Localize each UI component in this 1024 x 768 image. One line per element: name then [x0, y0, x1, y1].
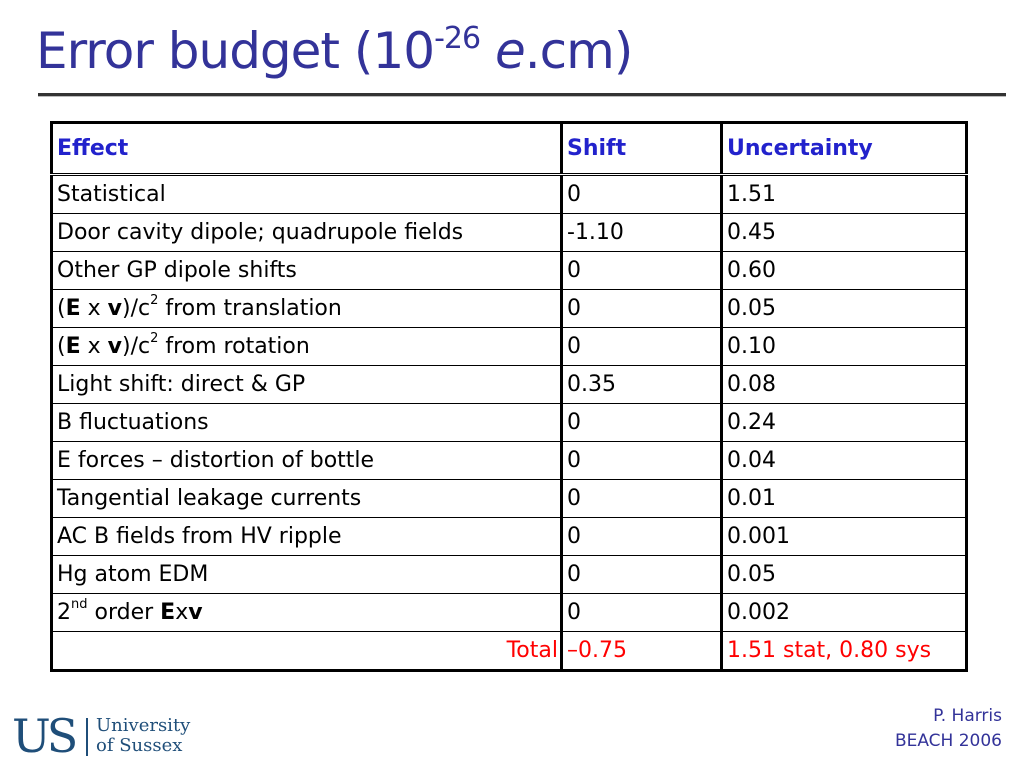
title-unit-italic: e: [494, 22, 526, 80]
uncertainty-cell: 0.04: [720, 441, 967, 480]
effect-cell: AC B fields from HV ripple: [51, 517, 562, 556]
shift-cell: -1.10: [560, 213, 722, 252]
effect-cell: 2nd order Exv: [51, 593, 562, 632]
effect-superscript: nd: [71, 596, 88, 612]
table-row: Hg atom EDM 0 0.05: [51, 555, 967, 594]
footer-credit: P. Harris BEACH 2006: [895, 704, 1002, 754]
footer-event: BEACH 2006: [894, 731, 1002, 751]
column-header-shift: Shift: [560, 122, 722, 176]
uncertainty-cell: 0.24: [720, 403, 967, 442]
total-shift: –0.75: [560, 631, 722, 671]
effect-text: from translation: [158, 296, 342, 321]
effect-text: (: [57, 334, 66, 359]
effect-cell: Door cavity dipole; quadrupole fields: [51, 213, 562, 252]
total-label: Total: [51, 631, 562, 671]
effect-symbol-e: E: [65, 334, 81, 359]
effect-cell: E forces – distortion of bottle: [51, 441, 562, 480]
effect-text: x: [175, 600, 189, 625]
shift-cell: 0: [560, 403, 722, 442]
uncertainty-cell: 0.10: [720, 327, 967, 366]
uncertainty-cell: 0.01: [720, 479, 967, 518]
title-unit-rest: .cm): [524, 22, 634, 80]
table-row: (E x v)/c2 from rotation 0 0.10: [51, 327, 967, 366]
uncertainty-cell: 0.001: [720, 517, 967, 556]
effect-text: order: [87, 600, 161, 625]
effect-cell: Tangential leakage currents: [51, 479, 562, 518]
shift-cell: 0: [560, 327, 722, 366]
table-row: AC B fields from HV ripple 0 0.001: [51, 517, 967, 556]
uncertainty-cell: 0.05: [720, 555, 967, 594]
table-row: 2nd order Exv 0 0.002: [51, 593, 967, 632]
effect-superscript: 2: [150, 292, 159, 308]
uncertainty-cell: 0.002: [720, 593, 967, 632]
total-uncertainty: 1.51 stat, 0.80 sys: [720, 631, 967, 671]
shift-cell: 0: [560, 555, 722, 594]
effect-cell: Hg atom EDM: [51, 555, 562, 594]
effect-symbol-v: v: [107, 334, 122, 359]
effect-text: )/c: [121, 296, 151, 321]
column-header-uncertainty: Uncertainty: [720, 122, 967, 176]
shift-cell: 0: [560, 479, 722, 518]
uncertainty-cell: 0.60: [720, 251, 967, 290]
shift-cell: 0: [560, 251, 722, 290]
shift-cell: 0: [560, 593, 722, 632]
total-row: Total –0.75 1.51 stat, 0.80 sys: [51, 631, 967, 671]
effect-text: )/c: [121, 334, 151, 359]
shift-cell: 0: [560, 174, 722, 214]
logo-divider: [86, 718, 88, 756]
logo-mark: US: [12, 709, 78, 763]
table-header-row: Effect Shift Uncertainty: [51, 122, 967, 176]
shift-cell: 0: [560, 289, 722, 328]
title-divider: [38, 93, 1006, 96]
effect-text: x: [80, 296, 108, 321]
column-header-effect: Effect: [51, 122, 562, 176]
effect-cell: Light shift: direct & GP: [51, 365, 562, 404]
shift-cell: 0.35: [560, 365, 722, 404]
logo-line-1: University: [96, 715, 191, 736]
effect-text: (: [57, 296, 66, 321]
effect-symbol-v: v: [107, 296, 122, 321]
error-budget-table: Effect Shift Uncertainty Statistical 0 1…: [50, 121, 968, 672]
effect-cell: (E x v)/c2 from translation: [51, 289, 562, 328]
effect-cell: (E x v)/c2 from rotation: [51, 327, 562, 366]
table-row: Statistical 0 1.51: [51, 174, 967, 214]
table-row: E forces – distortion of bottle 0 0.04: [51, 441, 967, 480]
effect-text: from rotation: [158, 334, 310, 359]
effect-symbol-v: v: [188, 600, 203, 625]
title-prefix: Error budget (10: [36, 22, 435, 80]
uncertainty-cell: 0.08: [720, 365, 967, 404]
uncertainty-cell: 0.05: [720, 289, 967, 328]
effect-text: x: [80, 334, 108, 359]
footer-author: P. Harris: [933, 706, 1002, 726]
logo-wordmark: University of Sussex: [96, 716, 190, 756]
shift-cell: 0: [560, 517, 722, 556]
effect-text: 2: [57, 600, 71, 625]
university-logo: US University of Sussex: [10, 710, 200, 762]
table-row: Door cavity dipole; quadrupole fields -1…: [51, 213, 967, 252]
table-row: (E x v)/c2 from translation 0 0.05: [51, 289, 967, 328]
table-row: Tangential leakage currents 0 0.01: [51, 479, 967, 518]
effect-symbol-e: E: [65, 296, 81, 321]
table-row: Light shift: direct & GP 0.35 0.08: [51, 365, 967, 404]
effect-superscript: 2: [150, 330, 159, 346]
logo-line-2: of Sussex: [96, 735, 183, 756]
uncertainty-cell: 0.45: [720, 213, 967, 252]
uncertainty-cell: 1.51: [720, 174, 967, 214]
shift-cell: 0: [560, 441, 722, 480]
page-title: Error budget (10-26 e.cm): [36, 14, 634, 88]
title-exponent: -26: [434, 21, 481, 57]
effect-cell: B fluctuations: [51, 403, 562, 442]
effect-cell: Other GP dipole shifts: [51, 251, 562, 290]
table-row: Other GP dipole shifts 0 0.60: [51, 251, 967, 290]
table-row: B fluctuations 0 0.24: [51, 403, 967, 442]
effect-cell: Statistical: [51, 174, 562, 214]
effect-symbol-e: E: [160, 600, 176, 625]
